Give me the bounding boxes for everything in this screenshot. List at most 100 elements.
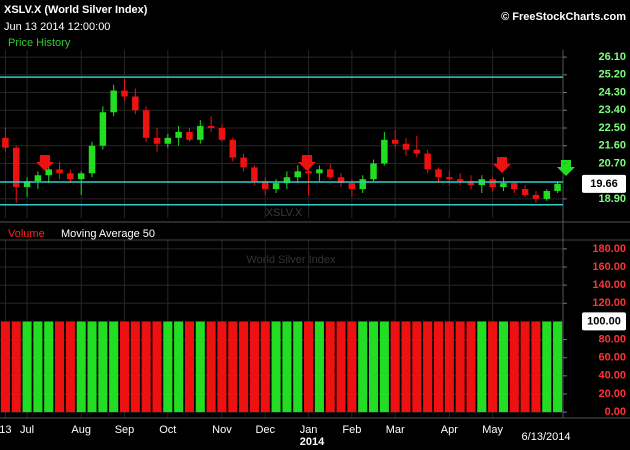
volume-bar	[423, 321, 433, 413]
volume-bar	[531, 321, 541, 413]
x-tick-label: Apr	[441, 424, 458, 436]
candle-body	[142, 110, 150, 138]
volume-bar	[325, 321, 335, 413]
candle-body	[467, 181, 475, 186]
end-date: 6/13/2014	[522, 431, 571, 443]
candle-body	[153, 137, 161, 144]
volume-bar	[206, 321, 216, 413]
x-tick-label: Dec	[255, 424, 275, 436]
candle-body	[12, 147, 20, 188]
candle-body	[240, 157, 247, 168]
candle-body	[218, 127, 226, 140]
candle-body	[305, 171, 312, 174]
volume-bar	[76, 321, 86, 413]
candle-body	[251, 167, 258, 182]
panel-label: Price History	[8, 37, 71, 49]
candle-body	[413, 149, 421, 154]
y-tick-label: 24.30	[598, 86, 626, 98]
candle-body	[554, 183, 561, 192]
volume-bar	[98, 321, 108, 413]
volume-bar	[271, 321, 281, 413]
y-tick-label: 40.00	[598, 370, 626, 382]
volume-bar	[336, 321, 346, 413]
candle-body	[381, 139, 388, 164]
x-tick-label: Jul	[20, 424, 34, 436]
candle-body	[262, 181, 269, 190]
volume-bar	[33, 321, 43, 413]
candle-body	[2, 137, 9, 148]
candle-body	[34, 175, 42, 182]
volume-bar	[553, 321, 563, 413]
volume-bar	[22, 321, 32, 413]
volume-bar	[65, 321, 75, 413]
volume-bar	[174, 321, 184, 413]
year-label: 2014	[300, 436, 325, 448]
volume-bar	[379, 321, 389, 413]
volume-bar	[152, 321, 162, 413]
volume-bar	[87, 321, 97, 413]
candle-body	[56, 169, 63, 174]
volume-bar	[239, 321, 249, 413]
candle-body	[121, 90, 128, 97]
candle-body	[391, 139, 399, 144]
y-tick-label: 22.50	[598, 122, 626, 134]
volume-bar	[163, 321, 173, 413]
candle-body	[424, 153, 431, 170]
volume-bar	[347, 321, 357, 413]
volume-bar	[509, 321, 519, 413]
candle-body	[500, 183, 507, 188]
last-price: 19.66	[590, 178, 618, 190]
candle-body	[532, 194, 540, 199]
x-tick-label: 13	[0, 424, 12, 436]
candle-body	[23, 181, 31, 188]
volume-bar	[368, 321, 379, 413]
candle-body	[543, 191, 551, 199]
volume-bar	[293, 321, 303, 413]
candle-body	[316, 169, 323, 174]
candle-body	[175, 131, 182, 138]
volume-bar	[390, 321, 400, 413]
candle-body	[132, 96, 139, 111]
volume-bar	[314, 321, 324, 413]
y-tick-label: 20.70	[598, 157, 626, 169]
volume-bar	[358, 321, 368, 413]
y-tick-label: 21.60	[598, 140, 626, 152]
legend-entry: Volume	[8, 228, 45, 240]
x-tick-label: Aug	[71, 424, 91, 436]
chart-subtitle: Jun 13 2014 12:00:00	[4, 21, 110, 33]
candle-body	[110, 90, 117, 113]
candle-body	[521, 189, 529, 195]
volume-bar	[433, 321, 444, 413]
x-tick-label: Sep	[115, 424, 135, 436]
x-tick-label: Jan	[300, 424, 318, 436]
x-tick-label: May	[482, 424, 503, 436]
volume-bar	[260, 321, 270, 413]
volume-bar	[488, 321, 498, 413]
candle-body	[272, 183, 280, 190]
y-tick-label: 26.10	[598, 51, 626, 63]
y-tick-label: 23.40	[598, 104, 626, 116]
signal-arrow	[557, 160, 575, 176]
volume-bar	[498, 321, 508, 413]
candle-body	[99, 112, 107, 146]
indicator-label: Moving Average 50	[61, 228, 155, 240]
volume-bar	[304, 321, 314, 413]
value-box	[582, 312, 626, 331]
volume-bar	[141, 321, 151, 413]
candle-body	[294, 171, 301, 178]
y-tick-label: 0.00	[605, 406, 626, 418]
candle-body	[359, 179, 366, 190]
credit: © FreeStockCharts.com	[501, 11, 626, 23]
candle-body	[511, 183, 518, 190]
candle-body	[446, 177, 453, 180]
volume-bar	[130, 321, 140, 413]
y-tick-label: 20.00	[598, 388, 626, 400]
volume-bar	[444, 321, 454, 413]
volume-bar	[282, 321, 292, 413]
candle-body	[45, 169, 52, 176]
x-tick-label: Feb	[342, 424, 361, 436]
x-tick-label: Mar	[386, 424, 405, 436]
volume-bar	[0, 321, 10, 413]
candle-body	[229, 139, 237, 158]
